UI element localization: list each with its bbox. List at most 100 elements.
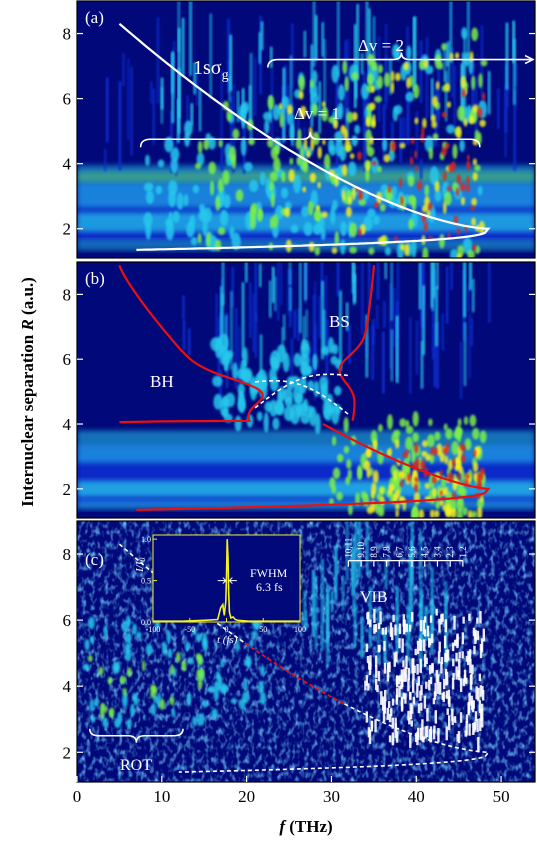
y-axis-label-prefix: Internuclear separation: [18, 331, 37, 507]
heat-blob: [395, 731, 399, 743]
heat-blob: [454, 457, 461, 465]
heat-blob: [195, 632, 202, 642]
heat-blob: [368, 729, 372, 744]
heat-blob: [473, 472, 479, 481]
heat-streak: [324, 275, 328, 358]
label-1sigma-text: 1sσ: [193, 57, 222, 79]
curve-diabatic-1: [254, 373, 349, 409]
heat-streak: [103, 148, 107, 172]
heat-blob: [440, 469, 444, 476]
heat-blob: [421, 440, 429, 448]
x-axis-label-unit: (THz): [285, 817, 333, 836]
heat-blob: [170, 147, 180, 162]
heat-blob: [308, 241, 315, 252]
vib-label: 7,8: [382, 546, 392, 558]
heat-streak: [220, 293, 224, 335]
heat-blob: [419, 619, 423, 632]
heat-blob: [333, 119, 339, 130]
heat-blob: [467, 701, 471, 714]
heat-blob: [413, 84, 420, 99]
bracket-dv2-arrow: [524, 54, 535, 65]
heat-blob: [386, 707, 389, 720]
heat-streak: [241, 282, 245, 359]
heat-blob: [459, 712, 463, 723]
heat-blob: [430, 633, 434, 644]
heat-streak: [390, 262, 394, 321]
heat-blob: [384, 627, 388, 635]
heat-blob: [473, 645, 476, 655]
heat-blob: [220, 659, 225, 668]
heat-blob: [405, 91, 415, 103]
heat-blob: [239, 698, 246, 711]
heat-blob: [405, 655, 408, 669]
heat-streak: [105, 77, 109, 143]
heat-blob: [373, 624, 376, 634]
heat-blob: [308, 406, 317, 427]
heat-blob: [455, 666, 458, 680]
heat-blob: [435, 669, 439, 683]
heat-blob: [471, 197, 477, 206]
heat-blob: [413, 491, 421, 505]
heat-blob: [297, 403, 309, 417]
heat-blob: [192, 184, 200, 194]
heat-streak: [345, 521, 349, 582]
heat-blob: [457, 418, 462, 427]
heat-blob: [414, 648, 417, 656]
heat-streak: [395, 315, 399, 383]
heat-streak: [371, 324, 375, 381]
heat-blob: [453, 215, 458, 226]
heat-streak: [365, 521, 369, 576]
heat-blob: [121, 620, 129, 633]
heat-blob: [391, 698, 395, 706]
heat-streak: [181, 295, 185, 320]
heat-streak: [360, 616, 364, 659]
heat-blob: [225, 350, 234, 360]
heat-blob: [301, 159, 307, 170]
heat-blob: [402, 451, 408, 458]
heat-blob: [321, 211, 328, 218]
heat-blob: [391, 43, 401, 60]
heat-blob: [383, 689, 387, 702]
heat-streak: [434, 83, 438, 147]
heat-blob: [429, 664, 432, 675]
heat-streak: [271, 266, 275, 303]
heat-streak: [430, 567, 434, 642]
heat-blob: [402, 692, 406, 699]
heat-blob: [441, 146, 447, 156]
heat-blob: [301, 205, 310, 218]
panel-b-label: (b): [85, 269, 105, 288]
heat-blob: [343, 128, 348, 141]
heat-blob: [470, 674, 473, 685]
heat-blob: [249, 206, 256, 220]
vib-label: 8,9: [369, 546, 379, 558]
heat-blob: [272, 104, 281, 121]
heat-blob: [438, 62, 444, 70]
heat-blob: [481, 717, 484, 728]
heat-blob: [465, 714, 469, 724]
heat-streak: [268, 280, 272, 318]
heat-streak: [253, 57, 257, 117]
heat-blob: [365, 117, 371, 127]
heat-blob: [269, 180, 274, 192]
label-dv2: Δv = 2: [358, 36, 404, 55]
heat-blob: [441, 111, 447, 118]
heat-blob: [395, 651, 398, 663]
heat-streak: [365, 314, 369, 378]
heat-blob: [382, 138, 388, 152]
heat-blob: [446, 708, 449, 715]
inset-marks: -100 -50 0 50 100 0.0 0.5 1.0: [141, 535, 306, 634]
heat-blob: [441, 613, 444, 622]
heat-blob: [388, 488, 393, 495]
heat-blob: [372, 470, 379, 484]
heat-blob: [119, 675, 126, 685]
heat-blob: [440, 661, 443, 674]
heat-blob: [469, 51, 474, 62]
heat-blob: [336, 491, 343, 501]
heat-blob: [426, 434, 435, 448]
heat-streak: [182, 320, 186, 351]
heat-streak: [341, 578, 345, 611]
heat-blob: [378, 423, 383, 433]
heat-blob: [197, 140, 203, 154]
heat-blob: [415, 458, 420, 468]
curve-c-dashed-upper: [118, 543, 246, 644]
